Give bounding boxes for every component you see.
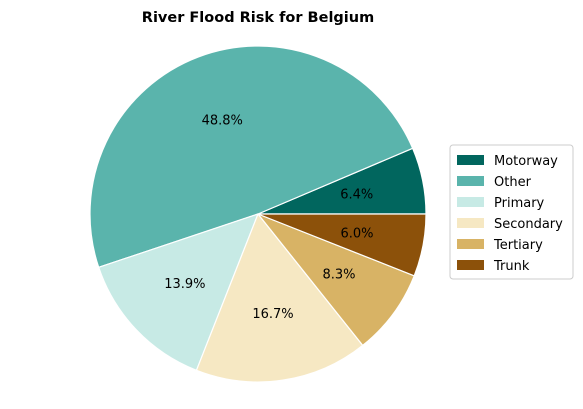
pct-label-primary: 13.9% (164, 277, 205, 292)
legend-swatch-secondary (457, 218, 484, 228)
legend-label-secondary: Secondary (494, 217, 563, 232)
pct-label-motorway: 6.4% (340, 187, 373, 202)
legend-swatch-motorway (457, 155, 484, 165)
legend-label-other: Other (494, 175, 532, 190)
pct-label-tertiary: 8.3% (323, 267, 356, 282)
legend-label-tertiary: Tertiary (493, 238, 543, 253)
pie-slice-primary (98, 213, 259, 371)
pct-label-secondary: 16.7% (252, 307, 293, 322)
pct-label-other: 48.8% (202, 113, 243, 128)
legend-label-primary: Primary (494, 196, 545, 211)
pie-percent-labels: 6.4% 48.8% 13.9% 16.7% 8.3% 6.0% (164, 113, 373, 322)
pie-slice-trunk (257, 213, 427, 277)
chart-title: River Flood Risk for Belgium (142, 10, 374, 26)
legend-swatch-trunk (457, 260, 484, 270)
legend-swatch-primary (457, 197, 484, 207)
legend-label-trunk: Trunk (493, 259, 530, 274)
pie-slices (89, 45, 427, 383)
legend-swatch-tertiary (457, 239, 484, 249)
chart-legend: Motorway Other Primary Secondary Tertiary Tru… (449, 144, 574, 280)
pct-label-trunk: 6.0% (341, 226, 374, 241)
legend-swatch-other (457, 176, 484, 186)
pie-slice-tertiary (257, 213, 415, 346)
legend-label-motorway: Motorway (494, 154, 558, 169)
pie-slice-other (89, 45, 414, 268)
pie-slice-secondary (195, 213, 364, 383)
